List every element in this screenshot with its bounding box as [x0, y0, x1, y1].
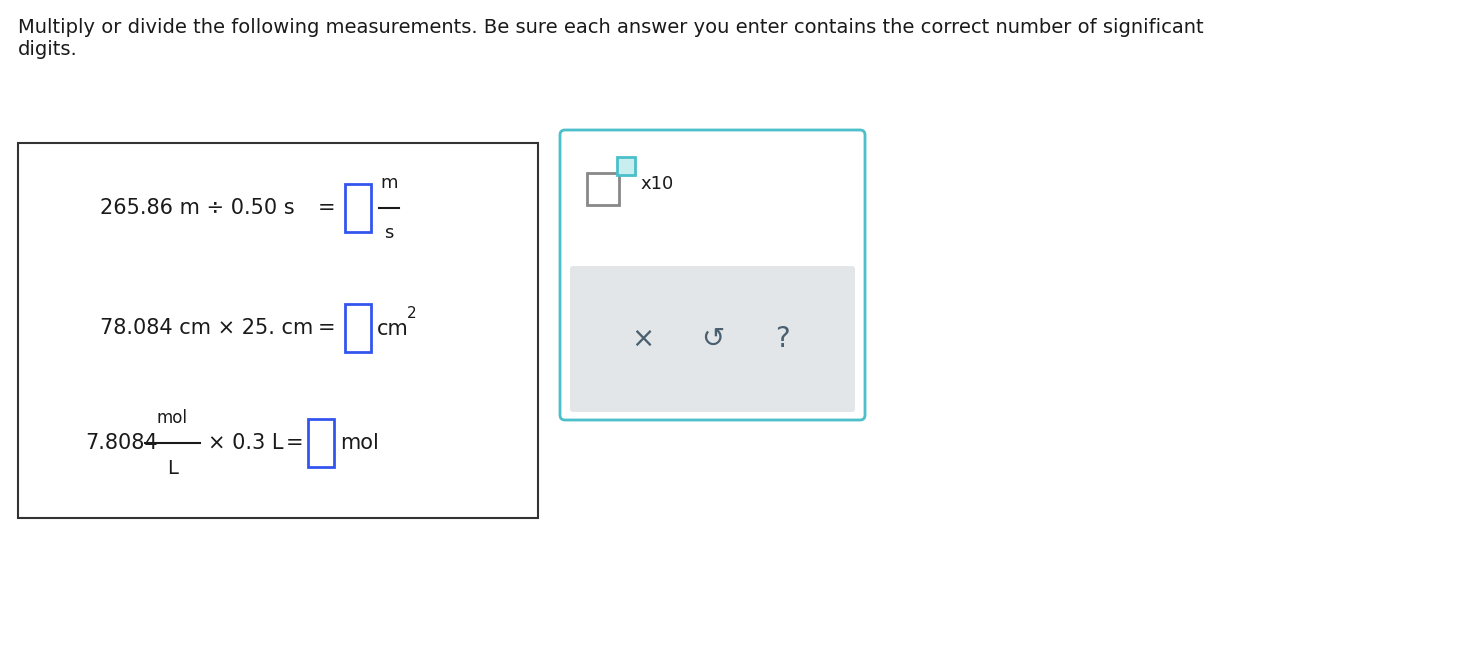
Text: mol: mol [158, 409, 189, 427]
Text: s: s [385, 224, 394, 242]
Text: x10: x10 [640, 175, 674, 193]
FancyBboxPatch shape [308, 419, 335, 467]
Text: 265.86 m ÷ 0.50 s: 265.86 m ÷ 0.50 s [100, 198, 295, 218]
Text: ↺: ↺ [700, 325, 724, 353]
FancyBboxPatch shape [560, 130, 865, 420]
Text: ?: ? [775, 325, 790, 353]
FancyBboxPatch shape [18, 143, 538, 518]
FancyBboxPatch shape [345, 304, 371, 352]
Text: m: m [380, 174, 398, 192]
Text: ×: × [631, 325, 654, 353]
FancyBboxPatch shape [570, 266, 855, 412]
Text: mol: mol [340, 433, 379, 453]
Text: =: = [318, 198, 336, 218]
Text: L: L [167, 459, 178, 478]
Text: =: = [318, 318, 336, 338]
Text: 2: 2 [407, 307, 417, 321]
FancyBboxPatch shape [618, 157, 635, 175]
Text: digits.: digits. [18, 40, 78, 59]
Text: Multiply or divide the following measurements. Be sure each answer you enter con: Multiply or divide the following measure… [18, 18, 1204, 37]
Text: cm: cm [377, 319, 408, 339]
FancyBboxPatch shape [587, 173, 619, 205]
Text: 7.8084: 7.8084 [85, 433, 158, 453]
Text: 78.084 cm × 25. cm: 78.084 cm × 25. cm [100, 318, 314, 338]
Text: × 0.3 L: × 0.3 L [208, 433, 283, 453]
FancyBboxPatch shape [345, 184, 371, 232]
Text: =: = [286, 433, 304, 453]
